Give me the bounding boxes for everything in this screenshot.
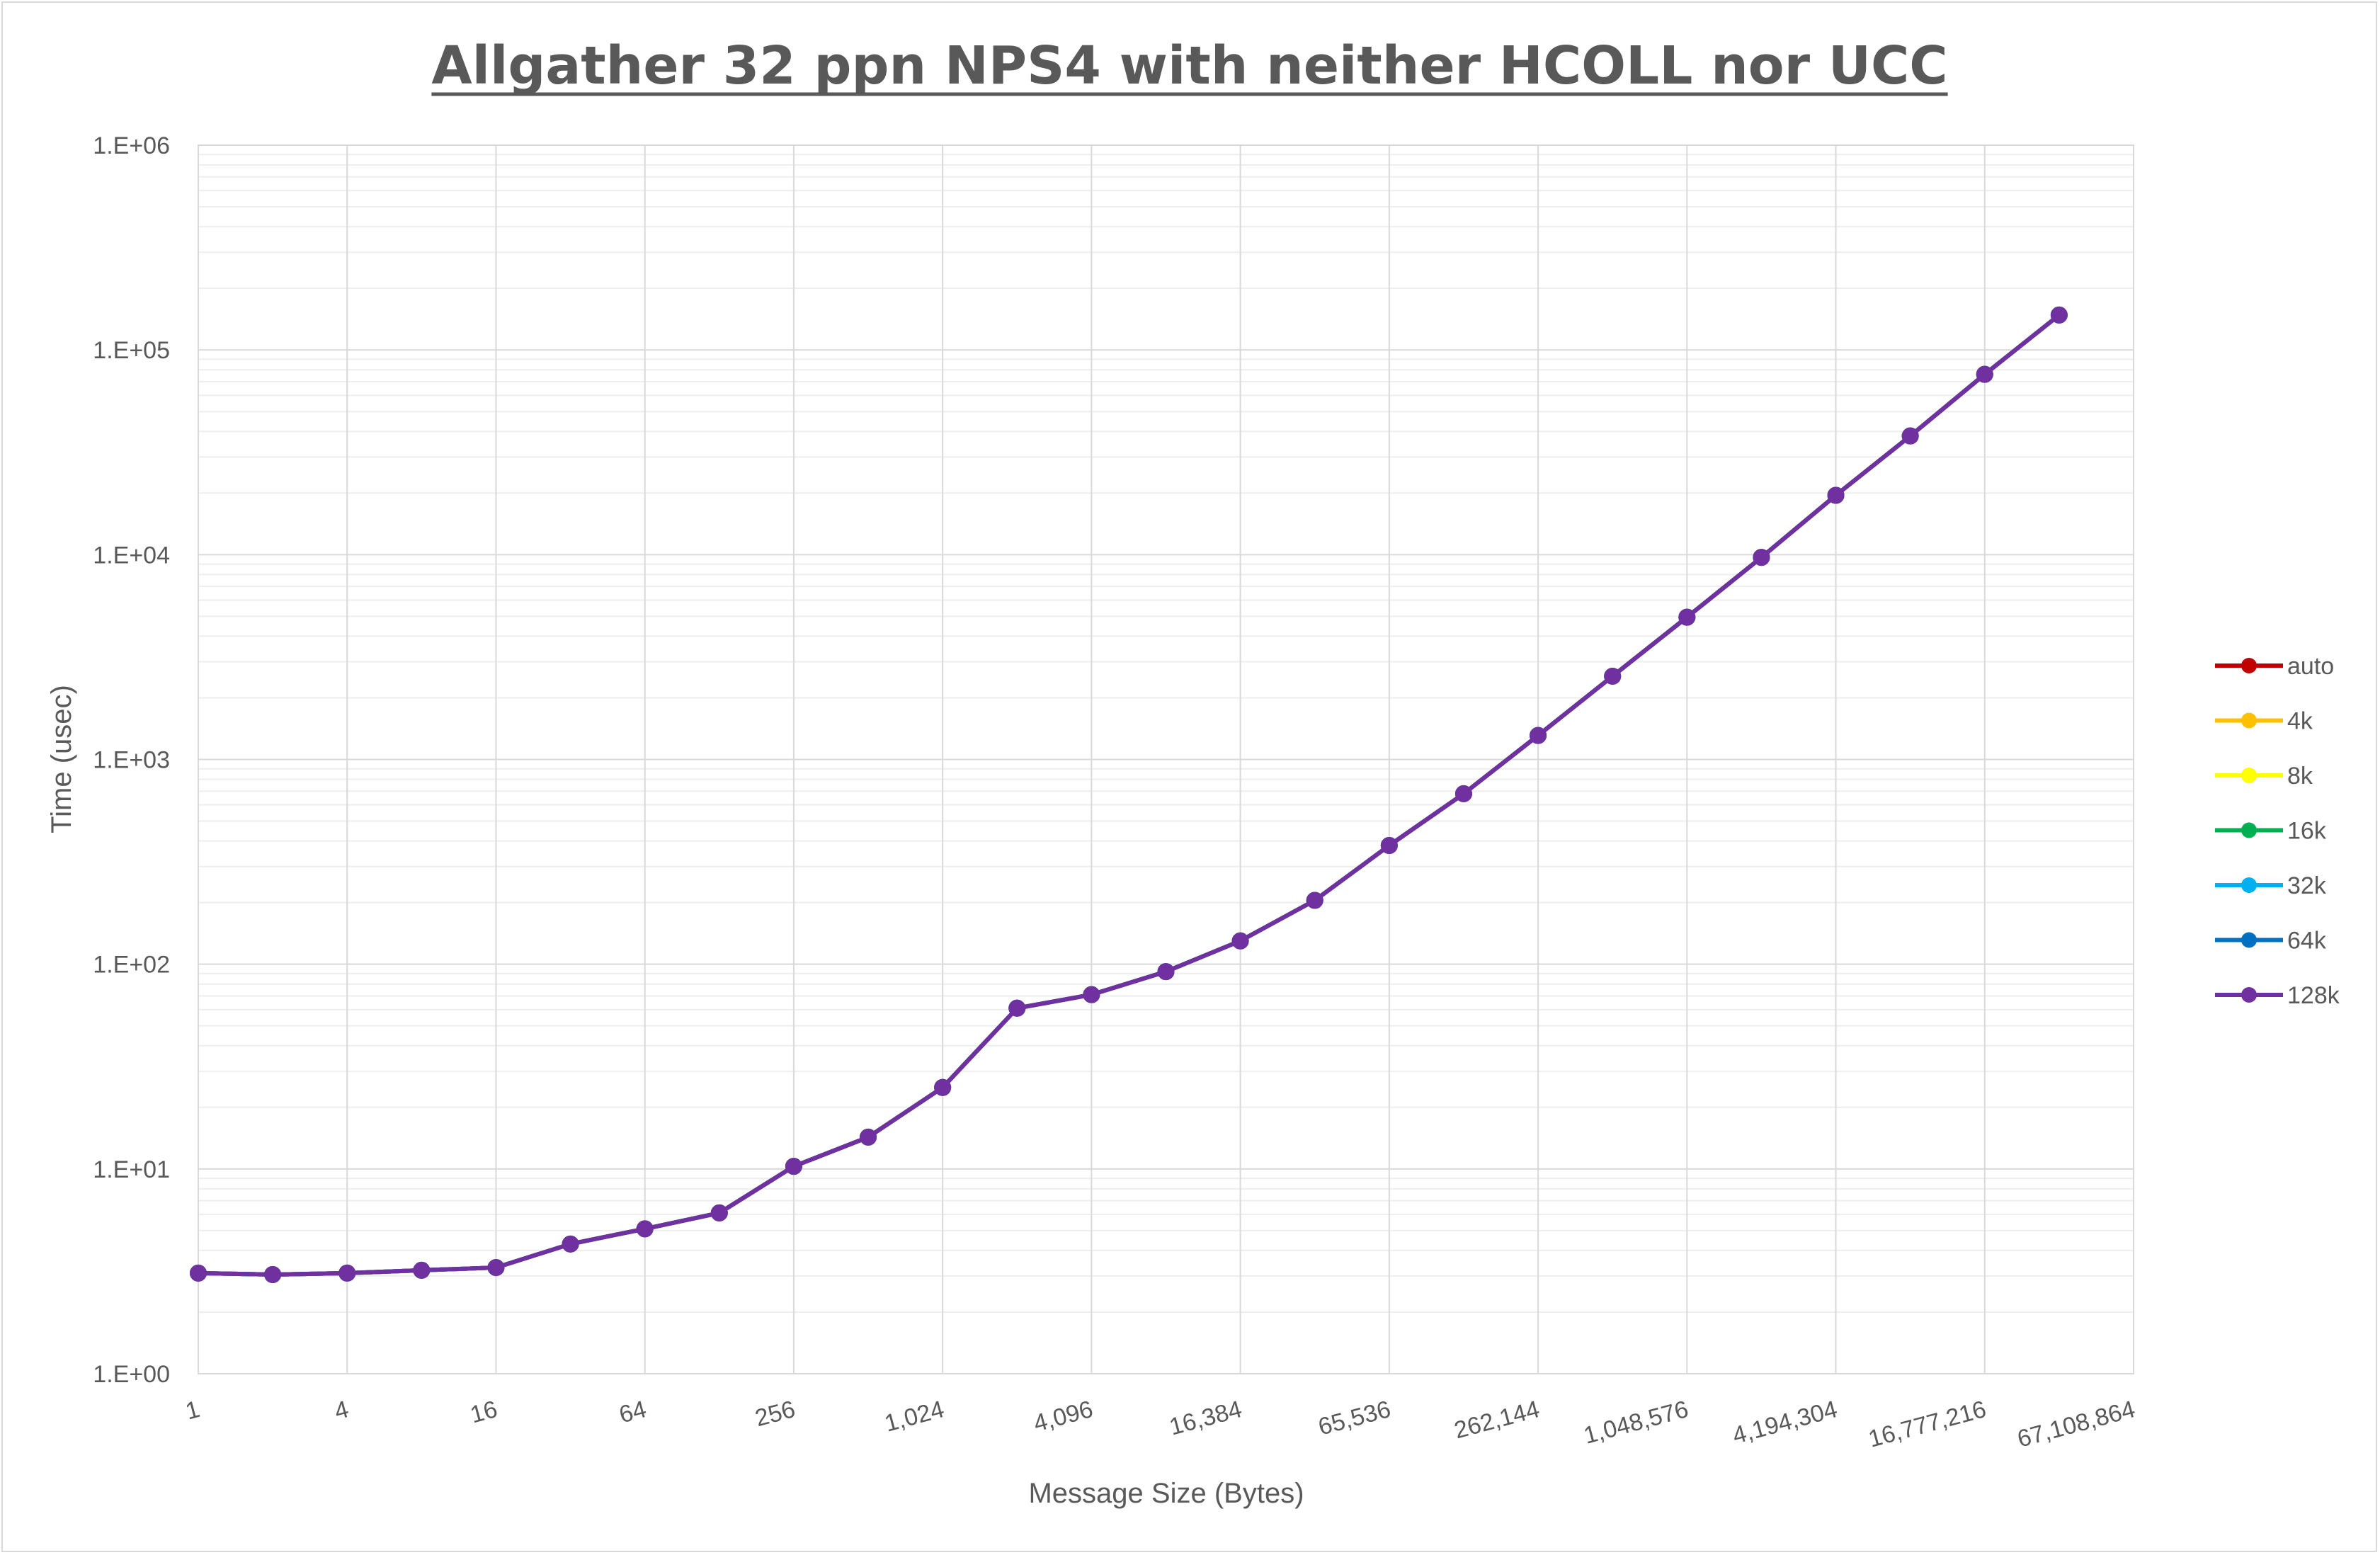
x-tick-label: 1,048,576: [1581, 1396, 1691, 1449]
legend-item-8k: 8k: [2215, 763, 2313, 790]
y-tick-label: 1.E+03: [93, 747, 170, 774]
data-point: [1678, 608, 1696, 626]
x-tick-label: 256: [752, 1396, 798, 1432]
x-tick-label: 4,194,304: [1730, 1396, 1840, 1449]
series-line-4k: [198, 313, 2061, 1277]
x-tick-label: 16,384: [1166, 1396, 1244, 1441]
series-line-16k: [198, 313, 2061, 1277]
legend-item-128k: 128k: [2215, 982, 2340, 1009]
x-axis-label: Message Size (Bytes): [1028, 1478, 1304, 1509]
x-tick-label: 262,144: [1452, 1396, 1543, 1445]
series-line-32k: [198, 313, 2061, 1277]
y-tick-label: 1.E+02: [93, 952, 170, 979]
series-line-8k: [198, 313, 2061, 1277]
data-point: [1008, 999, 1026, 1017]
legend-swatch-marker: [2241, 822, 2257, 838]
data-point: [487, 1259, 505, 1277]
legend-swatch-marker: [2241, 987, 2257, 1003]
data-point: [1157, 963, 1175, 981]
data-point: [1454, 785, 1472, 802]
data-point: [190, 1264, 207, 1282]
legend-label: 16k: [2287, 818, 2327, 845]
data-point: [264, 1265, 282, 1283]
data-point: [785, 1158, 802, 1175]
x-tick-label: 1: [183, 1396, 203, 1425]
series-line-64k: [198, 313, 2061, 1277]
x-tick-label: 4,096: [1030, 1396, 1095, 1437]
data-point: [1604, 667, 1622, 685]
legend-swatch-marker: [2241, 877, 2257, 893]
x-tick-label: 64: [616, 1396, 649, 1428]
legend-item-16k: 16k: [2215, 818, 2327, 845]
legend-label: 8k: [2287, 763, 2313, 790]
legend-swatch-marker: [2241, 712, 2257, 729]
x-tick-label: 16,777,216: [1866, 1396, 1989, 1453]
legend-swatch-marker: [2241, 932, 2257, 948]
series-16k: [190, 306, 2068, 1283]
data-point: [934, 1078, 952, 1096]
x-tick-label: 1,024: [882, 1396, 947, 1437]
data-point: [860, 1128, 877, 1146]
legend-item-32k: 32k: [2215, 872, 2327, 899]
y-tick-label: 1.E+04: [93, 542, 170, 569]
series-8k: [190, 306, 2068, 1283]
data-point: [636, 1220, 654, 1238]
data-point: [1827, 486, 1845, 504]
series-auto: [190, 306, 2068, 1283]
legend-label: auto: [2287, 653, 2334, 680]
grid: [198, 144, 2134, 1374]
y-tick-label: 1.E+00: [93, 1361, 170, 1388]
data-point: [1901, 427, 1919, 445]
x-tick-label: 16: [467, 1396, 500, 1428]
plot-area-border: [198, 144, 2134, 1374]
series-line-auto: [198, 313, 2061, 1277]
x-tick-label: 65,536: [1316, 1396, 1394, 1441]
series-4k: [190, 306, 2068, 1283]
series-64k: [190, 306, 2068, 1283]
data-point: [710, 1204, 728, 1221]
legend-label: 32k: [2287, 872, 2327, 899]
legend-label: 4k: [2287, 708, 2313, 735]
series-32k: [190, 306, 2068, 1283]
y-axis-label: Time (usec): [46, 685, 77, 833]
data-point: [1083, 986, 1100, 1003]
chart-title: Allgather 32 ppn NPS4 with neither HCOLL…: [431, 35, 1947, 96]
legend-item-64k: 64k: [2215, 928, 2327, 955]
data-point: [1753, 549, 1770, 566]
data-point: [1380, 837, 1398, 855]
x-tick-label: 4: [331, 1396, 351, 1425]
series-line-128k: [198, 313, 2061, 1277]
y-tick-label: 1.E+01: [93, 1156, 170, 1183]
data-point: [1530, 727, 1547, 744]
data-point: [562, 1235, 579, 1253]
legend-label: 128k: [2287, 982, 2340, 1009]
data-point: [1306, 892, 1323, 909]
legend-label: 64k: [2287, 928, 2327, 955]
y-axis-ticks: 1.E+00 1.E+01 1.E+02 1.E+03 1.E+04 1.E+05 1.E+…: [93, 132, 170, 1388]
data-point: [338, 1264, 356, 1282]
series-layer: [190, 306, 2068, 1283]
data-point: [413, 1261, 431, 1279]
y-tick-label: 1.E+06: [93, 132, 170, 159]
data-point: [1976, 365, 1993, 383]
legend-item-auto: auto: [2215, 653, 2334, 680]
x-tick-label: 67,108,864: [2015, 1396, 2138, 1453]
legend-item-4k: 4k: [2215, 708, 2313, 735]
x-axis-ticks: 1 4 16 64 256 1,024 4,096 16,384 65,536 262,144 1,…: [183, 1396, 2138, 1453]
data-point: [2050, 306, 2068, 324]
legend-swatch-marker: [2241, 768, 2257, 783]
legend: auto 4k 8k 16k 32k 64k 128k: [2215, 653, 2340, 1009]
series-128k: [190, 306, 2068, 1283]
data-point: [1231, 932, 1249, 950]
legend-swatch-marker: [2241, 658, 2257, 673]
y-tick-label: 1.E+05: [93, 337, 170, 364]
